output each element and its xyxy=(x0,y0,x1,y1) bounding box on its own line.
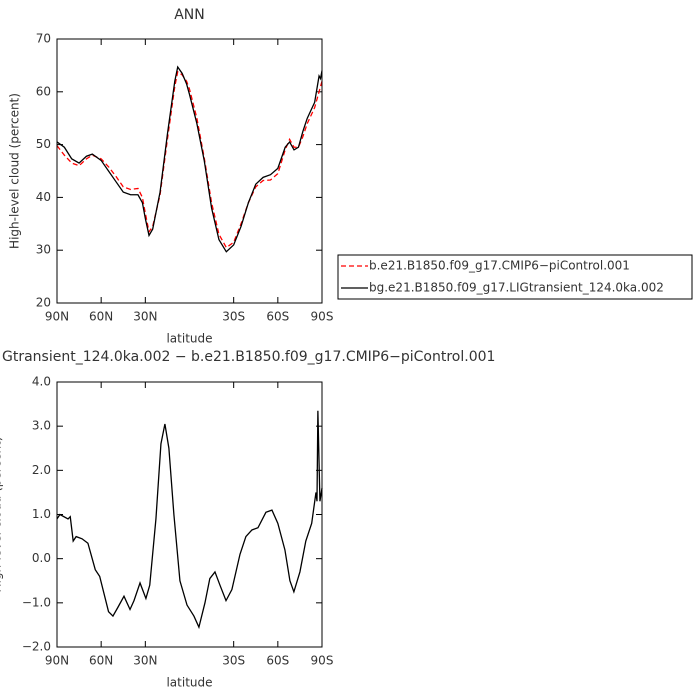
y-tick-label: 40 xyxy=(36,190,51,204)
y-tick-label: 60 xyxy=(36,84,51,98)
plot-frame xyxy=(56,38,323,304)
chart-panel: Gtransient_124.0ka.002 − b.e21.B1850.f09… xyxy=(0,349,495,690)
data-line xyxy=(56,410,323,630)
y-tick-label: 2.0 xyxy=(32,463,51,477)
x-tick-label: 30N xyxy=(133,654,157,668)
legend-label: bg.e21.B1850.f09_g17.LIGtransient_124.0k… xyxy=(369,281,664,295)
legend-label: b.e21.B1850.f09_g17.CMIP6−piControl.001 xyxy=(369,259,630,273)
chart-title: ANN xyxy=(174,7,205,23)
x-tick-label: 30S xyxy=(222,654,245,668)
y-axis-label: High-level cloud (percent) xyxy=(0,437,4,593)
data-line xyxy=(56,70,323,249)
y-tick-label: −1.0 xyxy=(22,595,51,609)
y-tick-label: 70 xyxy=(36,32,51,46)
x-tick-label: 30N xyxy=(133,310,157,324)
x-axis-label: latitude xyxy=(166,332,212,346)
y-tick-label: 3.0 xyxy=(32,419,51,433)
x-tick-label: 90N xyxy=(45,310,69,324)
x-tick-label: 90S xyxy=(311,310,334,324)
y-axis-label: High-level cloud (percent) xyxy=(8,93,22,249)
plot-frame xyxy=(56,381,323,648)
x-tick-label: 60S xyxy=(266,310,289,324)
y-tick-label: 1.0 xyxy=(32,507,51,521)
y-tick-label: 30 xyxy=(36,243,51,257)
y-tick-label: 0.0 xyxy=(32,551,51,565)
x-tick-label: 30S xyxy=(222,310,245,324)
y-tick-label: 50 xyxy=(36,137,51,151)
legend-box xyxy=(337,254,693,300)
y-tick-label: 20 xyxy=(36,296,51,310)
chart-title: Gtransient_124.0ka.002 − b.e21.B1850.f09… xyxy=(2,349,495,365)
y-tick-label: 4.0 xyxy=(32,375,51,389)
data-line xyxy=(56,65,323,253)
x-tick-label: 60N xyxy=(89,310,113,324)
x-tick-label: 90N xyxy=(45,654,69,668)
chart-panel: ANN High-level cloud (percent) latitude 20 3… xyxy=(8,7,693,346)
x-tick-label: 60S xyxy=(266,654,289,668)
x-axis-label: latitude xyxy=(166,676,212,690)
x-tick-label: 90S xyxy=(311,654,334,668)
y-tick-label: −2.0 xyxy=(22,640,51,654)
x-tick-label: 60N xyxy=(89,654,113,668)
